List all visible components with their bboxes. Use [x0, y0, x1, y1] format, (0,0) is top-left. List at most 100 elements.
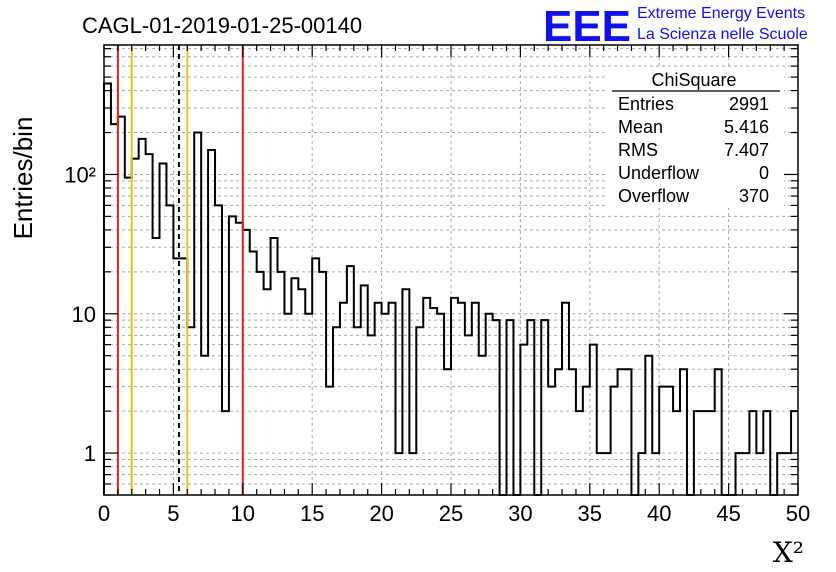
histogram-bin: [236, 223, 243, 495]
histogram-bin: [271, 238, 278, 495]
histogram-bin: [153, 238, 160, 495]
histogram-bin: [201, 356, 208, 495]
histogram-bin: [736, 453, 743, 495]
x-tick-label: 10: [231, 501, 255, 526]
x-tick-label: 20: [369, 501, 393, 526]
histogram-bin: [347, 266, 354, 495]
histogram-bin: [264, 289, 271, 495]
stats-box-title: ChiSquare: [651, 70, 736, 90]
histogram-bin: [680, 369, 687, 495]
histogram-bin: [187, 327, 194, 495]
x-tick-label: 50: [786, 501, 810, 526]
histogram-bin: [125, 178, 132, 495]
histogram-bin: [382, 314, 389, 495]
histogram-bin: [132, 159, 139, 495]
histogram-bin: [361, 285, 368, 495]
histogram-bin: [284, 314, 291, 495]
histogram-bin: [597, 453, 604, 495]
histogram-bin: [395, 453, 402, 495]
x-tick-label: 0: [98, 501, 110, 526]
histogram-bin: [423, 298, 430, 495]
x-tick-label: 35: [578, 501, 602, 526]
histogram-bin: [576, 411, 583, 495]
histogram-bin: [493, 320, 500, 495]
histogram-bin: [291, 278, 298, 495]
histogram-bin: [777, 453, 784, 495]
stats-row-label: Entries: [618, 94, 674, 114]
histogram-bin: [749, 411, 756, 495]
histogram-bin: [625, 369, 632, 495]
histogram-bin: [479, 356, 486, 495]
histogram-bin: [562, 303, 569, 495]
histogram-bin: [583, 387, 590, 495]
histogram-bin: [180, 258, 187, 495]
logo-line-1: Extreme Energy Events: [637, 5, 805, 22]
histogram-bin: [666, 387, 673, 495]
histogram-bin: [458, 303, 465, 495]
histogram-bin: [319, 272, 326, 495]
histogram-bin: [257, 272, 264, 495]
histogram-bin: [409, 453, 416, 495]
histogram-bin: [673, 411, 680, 495]
histogram-bin: [645, 356, 652, 495]
stats-row-label: Underflow: [618, 163, 700, 183]
stats-row-value: 5.416: [724, 117, 769, 137]
marker-lines: [116, 45, 244, 495]
histogram-bin: [368, 335, 375, 495]
histogram-bin: [618, 369, 625, 495]
x-tick-label: 5: [167, 501, 179, 526]
stats-row-value: 2991: [729, 94, 769, 114]
stats-box: ChiSquare Entries 2991 Mean 5.416 RMS 7.407 Un…: [608, 68, 784, 208]
histogram-bin: [430, 308, 437, 495]
x-tick-label: 45: [716, 501, 740, 526]
histogram-bin: [375, 303, 382, 495]
chart-title: CAGL-01-2019-01-25-00140: [82, 13, 362, 38]
stats-row-label: Mean: [618, 117, 663, 137]
histogram-bin: [465, 335, 472, 495]
histogram-bin: [146, 154, 153, 495]
y-tick-label: 1: [84, 441, 96, 466]
histogram-bin: [354, 327, 361, 495]
histogram-bin: [298, 289, 305, 495]
histogram-bin: [139, 139, 146, 495]
histogram-bin: [278, 272, 285, 495]
y-tick-labels: 1 10 10²: [64, 162, 96, 466]
histogram-bin: [333, 327, 340, 495]
histogram-bin: [652, 453, 659, 495]
x-tick-label: 30: [508, 501, 532, 526]
histogram-bin: [215, 205, 222, 495]
histogram-bin: [104, 83, 111, 495]
histogram-bin: [763, 411, 770, 495]
eee-logo: EEE Extreme Energy Events La Scienza nel…: [543, 2, 808, 51]
histogram-bin: [611, 387, 618, 495]
histogram-bin: [222, 411, 229, 495]
histogram-bin: [541, 320, 548, 495]
histogram-bin: [208, 150, 215, 495]
stats-row-value: 370: [739, 186, 769, 206]
axis-ticks: [103, 45, 799, 496]
histogram-bin: [604, 453, 611, 495]
histogram-bin: [784, 453, 791, 495]
histogram-bin: [701, 411, 708, 495]
histogram-bin: [507, 320, 514, 495]
histogram-bin: [402, 289, 409, 495]
histogram-bin: [694, 411, 701, 495]
stats-box-rows: Entries 2991 Mean 5.416 RMS 7.407 Underflow 0 Ov…: [618, 94, 769, 206]
stats-row-value: 7.407: [724, 140, 769, 160]
histogram-series: [103, 82, 798, 496]
histogram-bin: [527, 320, 534, 495]
histogram-bin: [305, 314, 312, 495]
stats-row-value: 0: [759, 163, 769, 183]
histogram-bin: [326, 387, 333, 495]
histogram-outline: [103, 82, 798, 496]
histogram-bin: [659, 387, 666, 495]
histogram-bin: [486, 314, 493, 495]
histogram-bin: [243, 230, 250, 495]
logo-line-2: La Scienza nelle Scuole: [637, 26, 808, 43]
histogram-bin: [444, 369, 451, 495]
histogram-bin: [160, 163, 167, 495]
histogram-bin: [166, 205, 173, 495]
y-tick-label: 10²: [64, 162, 96, 187]
histogram-bin: [389, 303, 396, 495]
